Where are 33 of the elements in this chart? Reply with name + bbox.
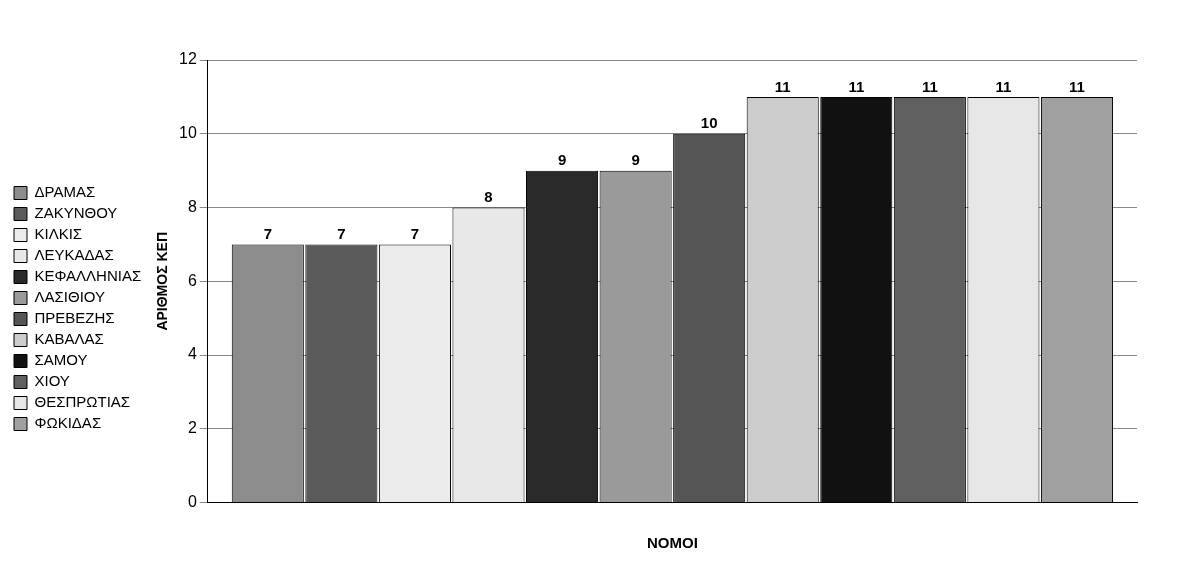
data-label: 10 bbox=[700, 114, 718, 132]
data-label: 8 bbox=[484, 188, 493, 206]
y-tick-label: 4 bbox=[187, 345, 197, 363]
data-label: 7 bbox=[263, 225, 272, 243]
data-label: 11 bbox=[995, 77, 1012, 95]
data-label: 9 bbox=[557, 151, 567, 169]
data-label: 11 bbox=[921, 77, 938, 95]
legend-label: ΖΑΚΥΝΘΟΥ bbox=[34, 204, 118, 222]
legend-label: ΔΡΑΜΑΣ bbox=[34, 183, 96, 201]
x-axis-title: ΝΟΜΟΙ bbox=[646, 534, 698, 552]
y-tick-label: 2 bbox=[187, 419, 197, 437]
legend-label: ΚΑΒΑΛΑΣ bbox=[34, 330, 104, 348]
data-label: 7 bbox=[337, 225, 346, 243]
y-tick-label: 6 bbox=[187, 271, 197, 289]
data-label: 9 bbox=[631, 151, 640, 169]
y-tick-label: 0 bbox=[187, 493, 197, 511]
legend-label: ΛΕΥΚΑΔΑΣ bbox=[34, 246, 114, 264]
legend-label: ΣΑΜΟΥ bbox=[34, 351, 88, 369]
y-tick-label: 12 bbox=[179, 50, 197, 68]
legend-label: ΧΙΟΥ bbox=[34, 372, 70, 390]
data-label: 7 bbox=[410, 225, 420, 243]
y-axis-title: ΑΡΙΘΜΟΣ ΚΕΠ bbox=[154, 231, 171, 331]
data-label: 11 bbox=[1069, 77, 1085, 95]
legend-label: ΚΙΛΚΙΣ bbox=[34, 225, 83, 243]
legend-label: ΛΑΣΙΘΙΟΥ bbox=[34, 288, 105, 306]
legend-label: ΦΩΚΙΔΑΣ bbox=[34, 414, 102, 432]
y-tick-label: 10 bbox=[179, 124, 197, 142]
legend-label: ΠΡΕΒΕΖΗΣ bbox=[34, 309, 115, 327]
legend-label: ΚΕΦΑΛΛΗΝΙΑΣ bbox=[34, 267, 142, 285]
y-tick-label: 8 bbox=[187, 197, 197, 215]
legend-label: ΘΕΣΠΡΩΤΙΑΣ bbox=[34, 393, 131, 411]
data-label: 11 bbox=[774, 77, 791, 95]
data-label: 11 bbox=[848, 77, 865, 95]
